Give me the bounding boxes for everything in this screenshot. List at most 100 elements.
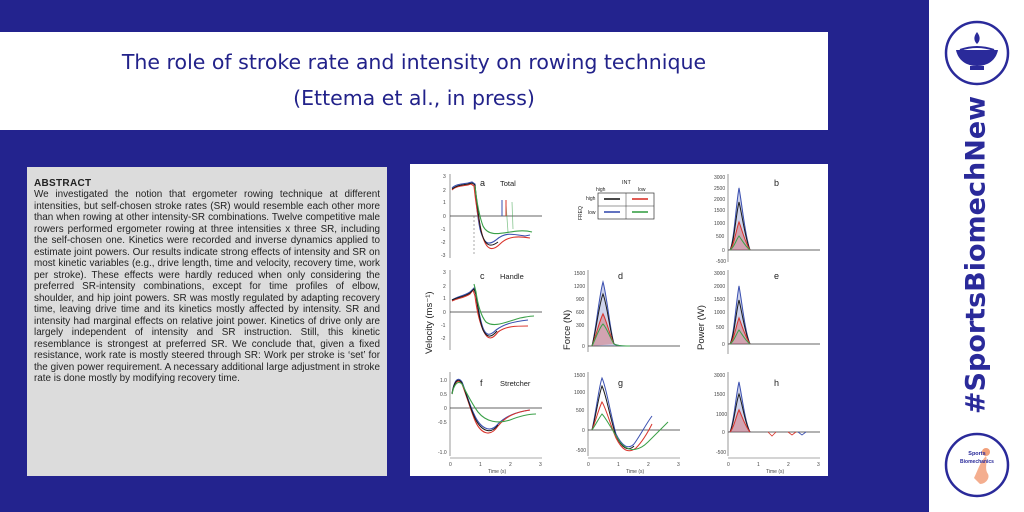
svg-text:high: high [596,187,606,193]
svg-text:-1: -1 [441,227,446,233]
svg-text:e: e [774,271,779,281]
svg-text:0: 0 [443,310,446,316]
svg-text:-0.5: -0.5 [438,420,447,426]
svg-text:1000: 1000 [714,221,725,227]
panel-d: 1500 1200 900 600 300 0 d [574,270,680,352]
svg-text:3: 3 [443,270,446,276]
svg-text:Stretcher: Stretcher [500,379,531,388]
svg-text:INT: INT [622,180,632,186]
svg-text:-2: -2 [441,240,446,246]
svg-text:1000: 1000 [574,390,585,396]
svg-text:f: f [480,378,483,388]
svg-text:d: d [618,271,623,281]
panel-a-label: Total [500,179,516,188]
svg-text:1: 1 [443,200,446,206]
power-axis-label: Power (W) [696,305,707,350]
svg-text:0: 0 [449,462,452,468]
panel-c: 3 2 1 0 -1 -2 c Handle [441,270,542,350]
svg-text:FREQ: FREQ [578,206,584,220]
title-main: The role of stroke rate and intensity on… [121,50,707,74]
velocity-axis-label: Velocity (ms⁻¹) [424,291,435,354]
svg-text:1500: 1500 [714,297,725,303]
svg-text:c: c [480,271,485,281]
svg-text:b: b [774,178,779,188]
svg-text:-1.0: -1.0 [438,450,447,456]
svg-text:1500: 1500 [574,373,585,379]
svg-text:500: 500 [716,325,725,331]
svg-text:3: 3 [539,462,542,468]
svg-text:2500: 2500 [714,186,725,192]
svg-text:0: 0 [722,248,725,254]
abstract-body: We investigated the notion that ergomete… [34,189,380,384]
svg-text:500: 500 [716,234,725,240]
svg-text:-1: -1 [441,323,446,329]
svg-text:3000: 3000 [714,373,725,379]
panel-f: 1.0 0.5 0 -0.5 -1.0 0 1 2 3 Time (s) f S… [438,372,542,475]
svg-text:Time (s): Time (s) [766,469,784,475]
svg-text:1.0: 1.0 [440,378,447,384]
svg-text:3: 3 [677,462,680,468]
svg-text:0: 0 [722,342,725,348]
svg-text:1000: 1000 [716,412,727,418]
svg-text:3000: 3000 [714,175,725,181]
svg-text:3: 3 [443,174,446,180]
svg-text:-500: -500 [716,259,726,265]
svg-text:1500: 1500 [574,271,585,277]
panel-h: 3000 1500 1000 0 -500 0 1 2 3 Time (s) h [714,372,820,475]
svg-text:1: 1 [617,462,620,468]
svg-text:2000: 2000 [714,197,725,203]
svg-text:Biomechanics: Biomechanics [960,459,994,465]
panel-a-letter: a [480,178,485,188]
svg-text:-3: -3 [441,253,446,259]
sidebar [929,0,1024,512]
svg-text:600: 600 [576,310,585,316]
title-citation: (Ettema et al., in press) [293,86,535,110]
results-figure: 3 2 1 0 -1 -2 -3 a Total INT high low FR… [410,164,828,476]
svg-text:Time (s): Time (s) [488,469,506,475]
svg-text:g: g [618,378,623,388]
abstract-box: ABSTRACT We investigated the notion that… [27,167,387,476]
svg-text:0: 0 [722,430,725,436]
svg-text:2: 2 [443,188,446,194]
panel-g: 1500 1000 500 0 -500 0 1 2 3 Time (s) g [574,372,680,475]
svg-text:0: 0 [727,462,730,468]
svg-text:3000: 3000 [714,271,725,277]
svg-text:1: 1 [479,462,482,468]
svg-text:1200: 1200 [574,284,585,290]
svg-text:-500: -500 [716,450,726,456]
svg-text:low: low [638,187,646,193]
svg-text:h: h [774,378,779,388]
force-axis-label: Force (N) [562,310,573,350]
lamp-logo-icon [944,20,1010,86]
svg-text:1: 1 [443,296,446,302]
svg-text:high: high [586,196,596,202]
svg-text:0: 0 [443,214,446,220]
svg-text:Handle: Handle [500,272,524,281]
svg-text:0.5: 0.5 [440,392,447,398]
svg-text:low: low [588,210,596,216]
panel-a: 3 2 1 0 -1 -2 -3 a Total [441,174,542,259]
svg-text:-2: -2 [441,336,446,342]
hashtag: #SportsBiomechNew [960,95,992,415]
panel-e: 3000 2000 1500 1000 500 0 e [714,270,820,354]
svg-text:Time (s): Time (s) [626,469,644,475]
sports-biomechanics-logo-icon: Sports Biomechanics [944,432,1010,498]
svg-text:2000: 2000 [714,284,725,290]
svg-text:2: 2 [443,284,446,290]
svg-text:-500: -500 [576,448,586,454]
svg-text:0: 0 [444,406,447,412]
svg-text:2: 2 [509,462,512,468]
svg-text:0: 0 [582,428,585,434]
panel-b: 3000 2500 2000 1500 1000 500 0 -500 b [714,174,820,265]
svg-text:300: 300 [576,323,585,329]
svg-text:500: 500 [576,408,585,414]
svg-text:0: 0 [587,462,590,468]
abstract-heading: ABSTRACT [34,178,92,189]
svg-text:1500: 1500 [714,392,725,398]
title-card: The role of stroke rate and intensity on… [0,32,828,130]
svg-text:Sports: Sports [968,451,985,457]
svg-text:1500: 1500 [714,208,725,214]
svg-text:1: 1 [757,462,760,468]
svg-text:2: 2 [647,462,650,468]
svg-text:0: 0 [582,344,585,350]
